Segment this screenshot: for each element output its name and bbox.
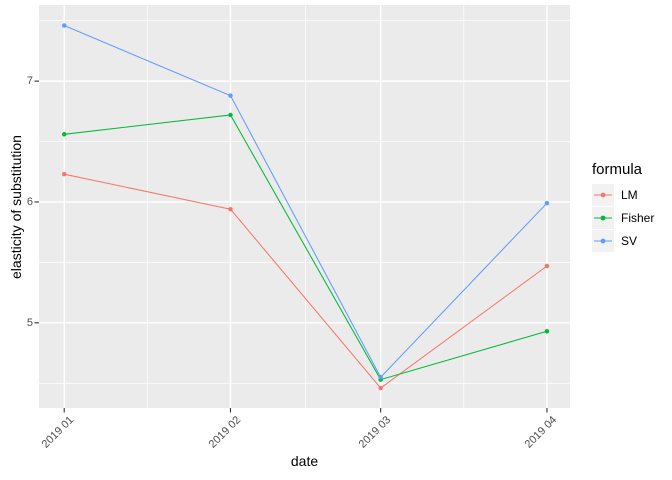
data-point-fisher <box>228 112 233 118</box>
legend-swatch-icon <box>594 215 612 221</box>
data-point-lm <box>378 385 383 391</box>
legend-label-sv: SV <box>621 234 638 248</box>
data-point-lm <box>61 171 67 177</box>
series-line-sv <box>64 25 548 379</box>
data-point-fisher <box>61 132 67 137</box>
legend-label-fisher: Fisher <box>621 211 655 225</box>
data-point-lm <box>228 206 233 212</box>
legend-swatch-icon <box>594 192 612 198</box>
data-point-sv <box>378 374 383 380</box>
legend-swatch-point <box>600 238 606 244</box>
legend-swatch-icon <box>594 238 612 244</box>
legend: formula LM Fisher SV <box>592 161 654 253</box>
data-point-fisher <box>544 329 550 334</box>
legend-item-lm: LM <box>592 184 654 206</box>
series-line-fisher <box>64 114 548 381</box>
legend-key-sv <box>592 230 614 252</box>
legend-swatch-point <box>600 192 606 198</box>
series-line-lm <box>64 173 548 389</box>
legend-key-fisher <box>592 207 614 229</box>
y-tick-label: 5 <box>26 316 33 329</box>
x-axis-title: date <box>290 453 319 469</box>
legend-item-fisher: Fisher <box>592 207 654 229</box>
data-point-sv <box>544 200 550 206</box>
legend-items: LM Fisher SV <box>592 184 654 252</box>
legend-key-lm <box>592 184 614 206</box>
legend-item-sv: SV <box>592 230 654 252</box>
legend-title: formula <box>592 161 643 178</box>
data-point-sv <box>61 23 67 28</box>
y-tick-label: 6 <box>26 195 33 208</box>
y-tick-label: 7 <box>26 75 33 88</box>
legend-swatch-point <box>600 215 606 221</box>
data-point-sv <box>228 93 233 98</box>
legend-label-lm: LM <box>621 188 638 202</box>
panel-background <box>39 5 570 408</box>
data-point-lm <box>544 263 550 269</box>
